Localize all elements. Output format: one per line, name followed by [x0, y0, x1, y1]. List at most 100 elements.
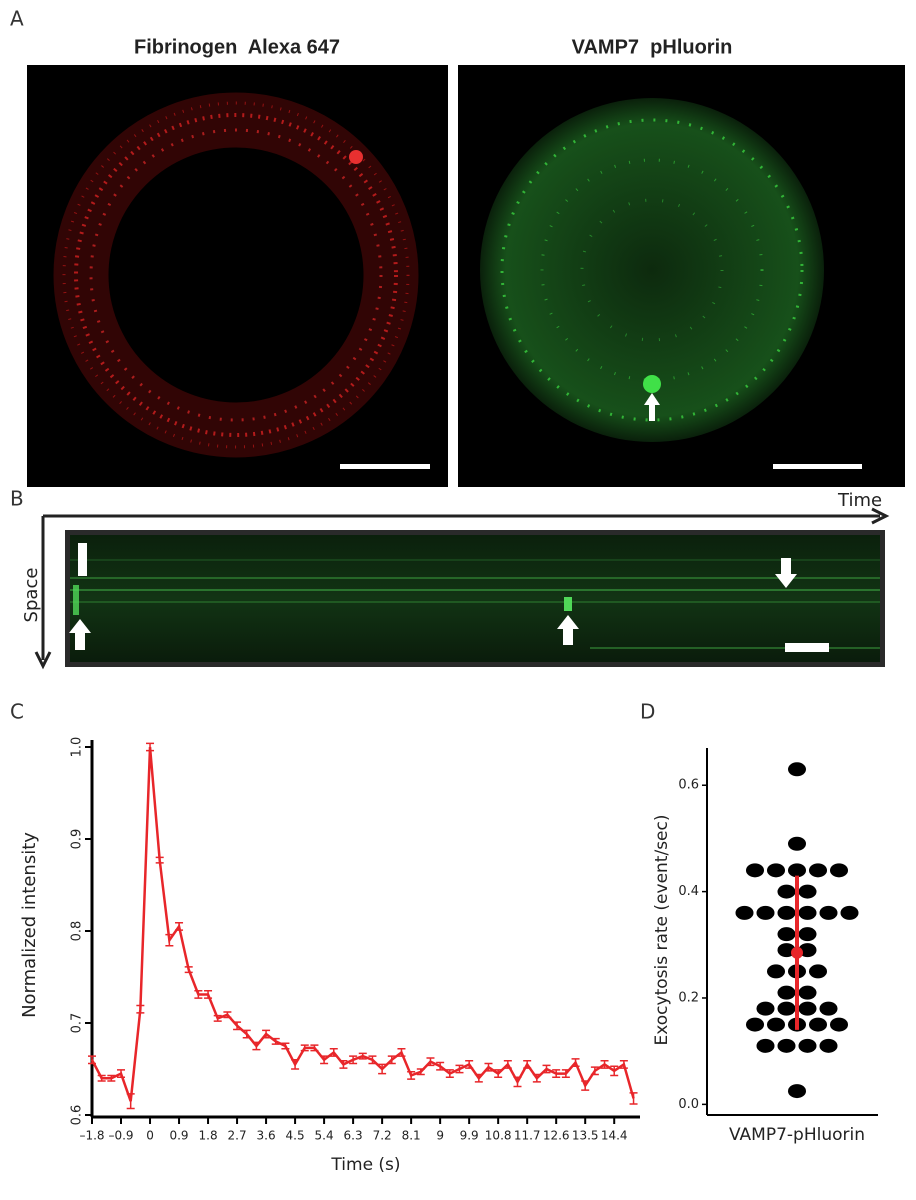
x-tick-label: 9: [436, 1129, 444, 1143]
image-title: VAMP7 pHluorin: [572, 36, 733, 58]
x-tick-label: 3.6: [257, 1129, 276, 1143]
x-tick-label: 9.9: [460, 1129, 479, 1143]
error-bar: [155, 856, 164, 864]
error-bar: [387, 1055, 396, 1065]
error-bar: [484, 1062, 493, 1072]
error-bar: [242, 1029, 251, 1039]
x-tick-label: 0: [146, 1129, 154, 1143]
data-point: [830, 863, 848, 878]
error-bar: [397, 1048, 406, 1057]
error-bar: [97, 1074, 106, 1082]
data-point: [788, 1084, 806, 1099]
error-bar: [407, 1071, 416, 1080]
data-point: [798, 985, 817, 1000]
error-bar: [223, 1011, 232, 1019]
line: [90, 746, 635, 1102]
error-bar: [455, 1064, 464, 1074]
panel-label: B: [10, 487, 24, 511]
error-bar: [552, 1069, 561, 1079]
micrograph-red: [27, 65, 448, 487]
data-point: [798, 1001, 817, 1016]
error-bar: [561, 1069, 570, 1079]
data-point: [767, 1017, 785, 1032]
data-point: [777, 1038, 796, 1053]
x-tick-label: 2.7: [228, 1129, 247, 1143]
error-bar: [349, 1055, 358, 1065]
data-point: [809, 863, 827, 878]
data-point: [840, 905, 859, 920]
data-point: [798, 1038, 817, 1053]
error-bar: [88, 1055, 96, 1065]
error-bar: [494, 1069, 503, 1079]
error-bar: [271, 1037, 280, 1045]
panel-label: C: [10, 700, 24, 724]
error-bar: [378, 1063, 387, 1075]
error-bar: [339, 1059, 348, 1069]
error-bar: [358, 1052, 367, 1060]
x-tick-label: 13.5: [572, 1129, 599, 1143]
x-axis-label: Time (s): [330, 1155, 400, 1175]
error-bar: [117, 1069, 126, 1079]
data-point: [798, 943, 817, 958]
error-bar: [426, 1057, 435, 1067]
x-tick-label: 5.4: [315, 1129, 334, 1143]
kymograph-axes: [34, 507, 890, 670]
data-point: [777, 884, 796, 899]
data-point: [777, 985, 796, 1000]
kymograph: [65, 530, 885, 667]
error-bar: [165, 933, 174, 947]
error-bar: [136, 1004, 145, 1014]
error-bar: [503, 1059, 512, 1069]
x-tick-label: –1.8: [79, 1129, 104, 1143]
data-point: [809, 1017, 827, 1032]
error-bar: [126, 1093, 135, 1110]
error-bar: [329, 1048, 338, 1057]
data-point: [756, 1038, 775, 1053]
error-bar: [445, 1069, 454, 1079]
data-point: [756, 905, 775, 920]
data-point: [777, 905, 796, 920]
x-tick-label: 10.8: [485, 1129, 512, 1143]
error-bar: [291, 1059, 300, 1070]
image-title: Fibrinogen Alexa 647: [134, 36, 340, 58]
y-tick-label: 0.9: [70, 829, 85, 850]
data-point: [798, 884, 817, 899]
data-point: [819, 1038, 838, 1053]
error-bar: [213, 1014, 222, 1022]
error-bar: [436, 1061, 445, 1071]
error-bar: [194, 990, 203, 999]
error-bar: [233, 1021, 242, 1031]
error-bar: [416, 1068, 425, 1076]
x-tick-label: 12.6: [543, 1129, 570, 1143]
error-bar: [600, 1059, 609, 1069]
data-point: [777, 927, 796, 942]
y-tick-label: 0.0: [678, 1097, 699, 1112]
error-bar: [571, 1058, 580, 1067]
error-bar: [281, 1042, 290, 1050]
x-tick-label: VAMP7-pHluorin: [729, 1125, 865, 1145]
error-bar: [107, 1074, 116, 1082]
y-axis-label: Normalized intensity: [19, 832, 40, 1018]
error-bar: [542, 1064, 551, 1074]
y-tick-label: 0.7: [70, 1013, 85, 1034]
data-point: [735, 905, 754, 920]
data-point: [819, 905, 838, 920]
error-bar: [300, 1044, 309, 1052]
y-tick-label: 0.6: [678, 778, 699, 793]
data-point: [777, 1001, 796, 1016]
data-point: [756, 1001, 775, 1016]
x-tick-label: 0.9: [169, 1129, 188, 1143]
y-axis-label: Exocytosis rate (event/sec): [652, 814, 672, 1045]
micrograph-green: [458, 65, 905, 487]
error-bar: [320, 1055, 329, 1065]
data-point: [767, 964, 785, 979]
error-bar: [513, 1076, 522, 1088]
data-point: [788, 762, 806, 777]
data-point: [809, 964, 827, 979]
x-tick-label: 6.3: [344, 1129, 363, 1143]
panel-label: D: [640, 700, 655, 724]
data-point: [798, 927, 817, 942]
error-bar: [590, 1066, 599, 1076]
error-bar: [184, 966, 193, 974]
